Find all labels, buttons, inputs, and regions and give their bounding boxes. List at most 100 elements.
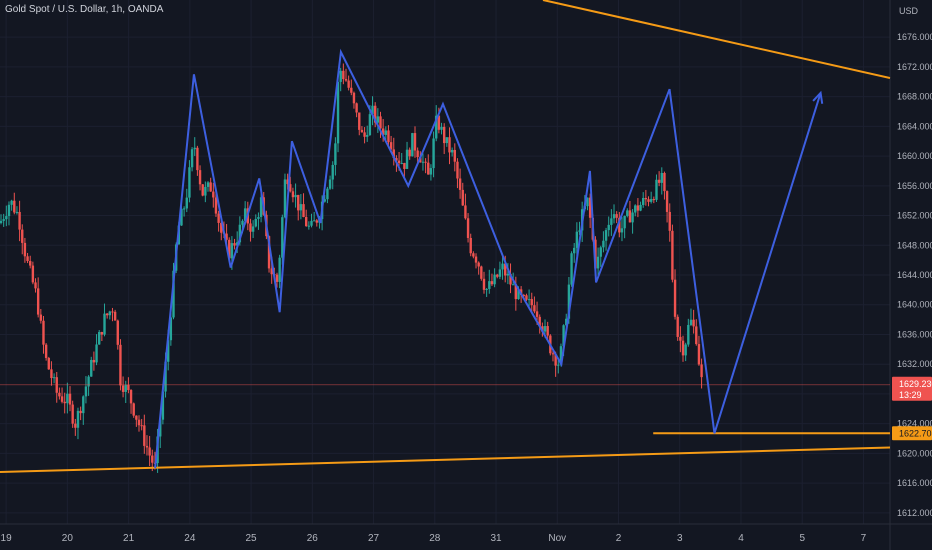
candle-down (695, 326, 698, 345)
candle-up (623, 215, 626, 229)
candle-down (615, 214, 618, 218)
currency-label: USD (899, 6, 919, 16)
candle-up (511, 284, 515, 286)
y-tick-label: 1640.000 (897, 300, 932, 310)
candle-up (655, 179, 658, 200)
candle-up (384, 130, 388, 135)
candle-down (68, 393, 72, 405)
candle-up (488, 281, 491, 289)
projection-zigzag[interactable] (154, 48, 822, 469)
candle-down (538, 316, 541, 327)
candle-up (689, 319, 693, 325)
candle-up (294, 194, 297, 198)
candle-down (270, 268, 273, 275)
x-tick-label: 7 (861, 533, 867, 544)
symbol-title[interactable]: Gold Spot / U.S. Dollar, 1h, OANDA (5, 4, 164, 15)
candle-up (485, 288, 488, 290)
candle-up (257, 216, 260, 219)
candle-up (108, 311, 112, 316)
candle-down (673, 279, 677, 317)
candle-down (23, 242, 27, 257)
candle-up (612, 214, 616, 219)
y-tick-label: 1632.000 (897, 359, 932, 369)
candle-up (339, 70, 342, 82)
candle-down (18, 211, 21, 230)
candle-down (201, 184, 204, 196)
candle-up (76, 410, 80, 428)
candle-down (347, 80, 350, 88)
candle-down (42, 320, 45, 345)
candle-up (557, 364, 560, 366)
x-tick-label: 31 (490, 533, 502, 544)
candle-up (172, 270, 175, 318)
candle-down (267, 236, 271, 269)
candle-up (366, 135, 369, 137)
candle-up (182, 208, 186, 210)
candle-up (405, 149, 409, 169)
candle-down (143, 425, 146, 446)
candle-down (541, 326, 544, 332)
candle-up (634, 205, 637, 213)
candle-down (228, 239, 231, 259)
candle-up (336, 81, 340, 144)
candle-down (212, 191, 215, 198)
x-tick-label: 2 (616, 533, 622, 544)
x-tick-label: 26 (307, 533, 319, 544)
candle-down (249, 223, 252, 232)
candle-up (684, 344, 687, 356)
candle-up (639, 204, 642, 211)
candle-down (344, 79, 348, 81)
candle-up (562, 325, 565, 347)
candle-down (397, 160, 401, 164)
candle-down (34, 282, 37, 289)
candle-up (631, 212, 634, 223)
candle-down (403, 162, 406, 169)
candle-down (652, 199, 656, 201)
current-price-label: 1629.230 (899, 379, 932, 389)
candle-down (36, 288, 40, 315)
candle-up (440, 126, 443, 130)
candle-down (198, 170, 202, 185)
candle-down (514, 284, 518, 300)
candle-down (315, 220, 319, 223)
candle-up (575, 231, 579, 248)
candle-down (286, 179, 289, 185)
x-tick-label: 24 (184, 533, 196, 544)
candle-down (453, 149, 456, 162)
projection-arrowhead[interactable] (812, 90, 824, 104)
y-tick-label: 1648.000 (897, 240, 932, 250)
candle-up (610, 218, 613, 225)
candle-up (326, 188, 329, 200)
candle-up (578, 230, 581, 232)
candle-down (480, 266, 483, 279)
y-tick-label: 1636.000 (897, 329, 932, 339)
trend-line[interactable] (542, 0, 891, 80)
candle-down (105, 313, 109, 316)
candle-down (408, 149, 411, 157)
candle-down (469, 237, 472, 254)
x-tick-label: 3 (677, 533, 683, 544)
candle-up (159, 419, 162, 437)
candle-down (474, 256, 478, 263)
candle-up (328, 179, 332, 189)
candle-down (490, 281, 494, 285)
candle-down (297, 194, 300, 211)
candle-up (506, 273, 510, 276)
y-tick-label: 1672.000 (897, 62, 932, 72)
candle-down (275, 274, 279, 282)
candle-down (588, 197, 592, 218)
candle-down (416, 150, 419, 158)
candle-up (185, 197, 188, 209)
candle-down (363, 132, 366, 137)
candle-down (29, 261, 32, 266)
candle-down (644, 197, 648, 200)
candle-up (254, 218, 257, 227)
candle-up (259, 197, 263, 217)
candle-up (243, 208, 247, 221)
candle-down (291, 191, 295, 198)
candle-up (278, 257, 281, 282)
candle-down (381, 128, 385, 135)
trend-line[interactable] (0, 446, 891, 473)
candle-down (127, 384, 130, 391)
